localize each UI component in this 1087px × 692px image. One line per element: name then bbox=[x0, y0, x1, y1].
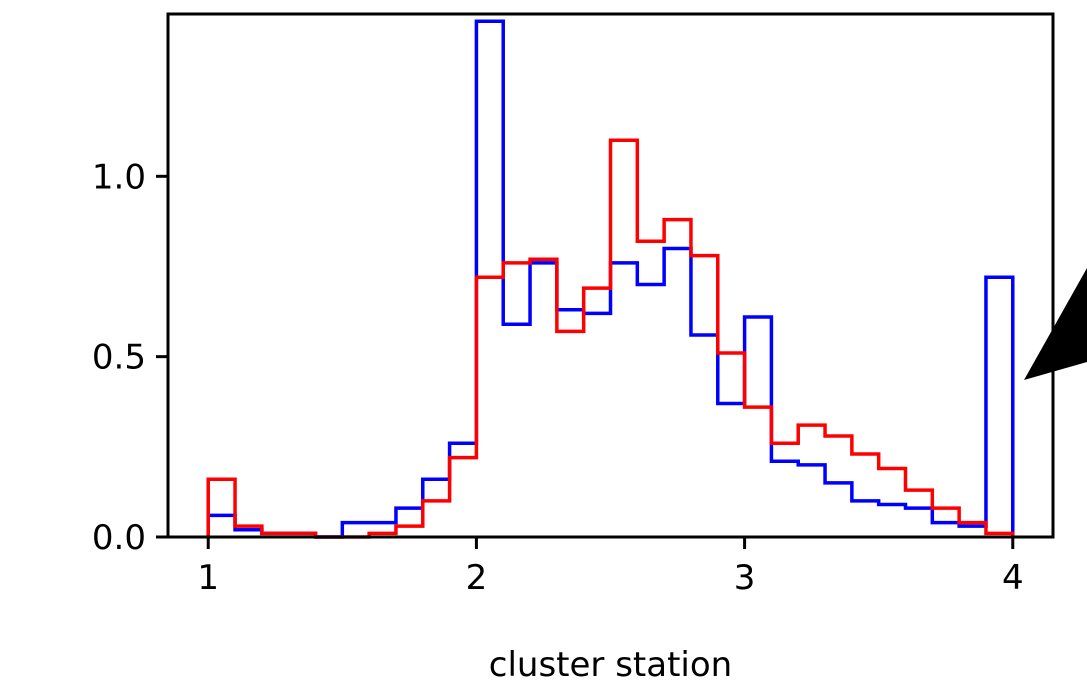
histogram-series-2 bbox=[206, 138, 1015, 539]
y-tick-label: 0.5 bbox=[92, 338, 146, 378]
plot-frame bbox=[166, 12, 1055, 539]
axis-layer: 1 2 3 4 0.0 0.5 1.0 bbox=[92, 157, 1024, 598]
x-tick-label: 2 bbox=[466, 558, 488, 598]
series-layer bbox=[206, 19, 1015, 539]
histogram-series-1 bbox=[206, 19, 1015, 539]
x-axis-label: cluster station bbox=[489, 645, 732, 685]
x-tick-label: 4 bbox=[1002, 558, 1024, 598]
arrow-icon bbox=[1024, 268, 1087, 380]
x-tick-label: 3 bbox=[734, 558, 756, 598]
y-tick-label: 0.0 bbox=[92, 518, 146, 558]
x-tick-label: 1 bbox=[197, 558, 219, 598]
y-tick-label: 1.0 bbox=[92, 157, 146, 197]
